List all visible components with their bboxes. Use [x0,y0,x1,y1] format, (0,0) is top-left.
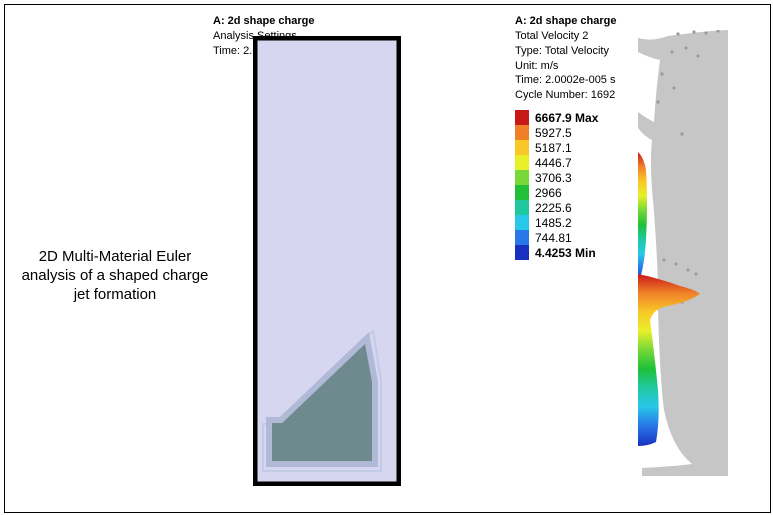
legend-swatch [515,200,529,215]
speckle [696,54,699,57]
legend-swatch [515,185,529,200]
legend-row: 4446.7 [515,155,598,170]
legend-value: 4.4253 Min [535,246,596,260]
legend-value: 2225.6 [535,201,572,215]
speckle [672,86,675,89]
speckle [656,100,659,103]
legend-row: 2225.6 [515,200,598,215]
legend-value: 3706.3 [535,171,572,185]
legend-value: 5187.1 [535,141,572,155]
speckle [680,132,683,135]
speckle [676,32,679,35]
legend-swatch [515,110,529,125]
right-header-line4: Unit: m/s [515,59,616,74]
legend-row: 3706.3 [515,170,598,185]
speckle [660,72,663,75]
legend-row: 5927.5 [515,125,598,140]
speckle [692,30,695,33]
speckle [686,268,689,271]
legend-swatch [515,215,529,230]
legend-row: 744.81 [515,230,598,245]
right-header-line6: Cycle Number: 1692 [515,88,616,103]
right-header-line2: Total Velocity 2 [515,29,616,44]
right-header-line3: Type: Total Velocity [515,44,616,59]
jet-upper [638,152,647,284]
left-header-title: A: 2d shape charge [213,14,314,29]
right-header-line5: Time: 2.0002e-005 s [515,73,616,88]
legend-swatch [515,155,529,170]
legend-swatch [515,125,529,140]
speckle [694,272,697,275]
legend-row: 1485.2 [515,215,598,230]
speckle [704,31,707,34]
legend-row: 6667.9 Max [515,110,598,125]
charge-diagram [253,36,401,486]
speckle [684,46,687,49]
legend-value: 5927.5 [535,126,572,140]
speckle [670,50,673,53]
velocity-legend: 6667.9 Max5927.55187.14446.73706.3296622… [515,110,598,260]
legend-value: 1485.2 [535,216,572,230]
legend-swatch [515,140,529,155]
right-header-title: A: 2d shape charge [515,14,616,29]
legend-swatch [515,170,529,185]
right-panel-header: A: 2d shape charge Total Velocity 2 Type… [515,14,616,103]
legend-row: 5187.1 [515,140,598,155]
legend-swatch [515,245,529,260]
figure-caption: 2D Multi-Material Euler analysis of a sh… [20,248,210,304]
legend-row: 2966 [515,185,598,200]
legend-value: 6667.9 Max [535,111,598,125]
legend-value: 744.81 [535,231,572,245]
legend-value: 2966 [535,186,562,200]
velocity-result-viz [638,30,754,480]
speckle [662,258,665,261]
legend-value: 4446.7 [535,156,572,170]
legend-row: 4.4253 Min [515,245,598,260]
legend-swatch [515,230,529,245]
speckle [674,262,677,265]
